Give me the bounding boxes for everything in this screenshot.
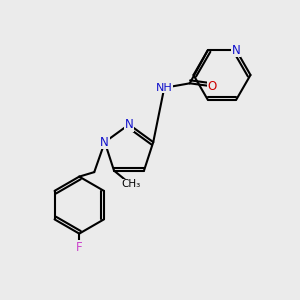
Text: NH: NH [156, 83, 172, 93]
Text: CH₃: CH₃ [121, 179, 140, 189]
Text: N: N [100, 136, 109, 148]
Text: F: F [76, 241, 83, 254]
Text: N: N [124, 118, 134, 131]
Text: N: N [232, 44, 241, 57]
Text: O: O [208, 80, 217, 93]
